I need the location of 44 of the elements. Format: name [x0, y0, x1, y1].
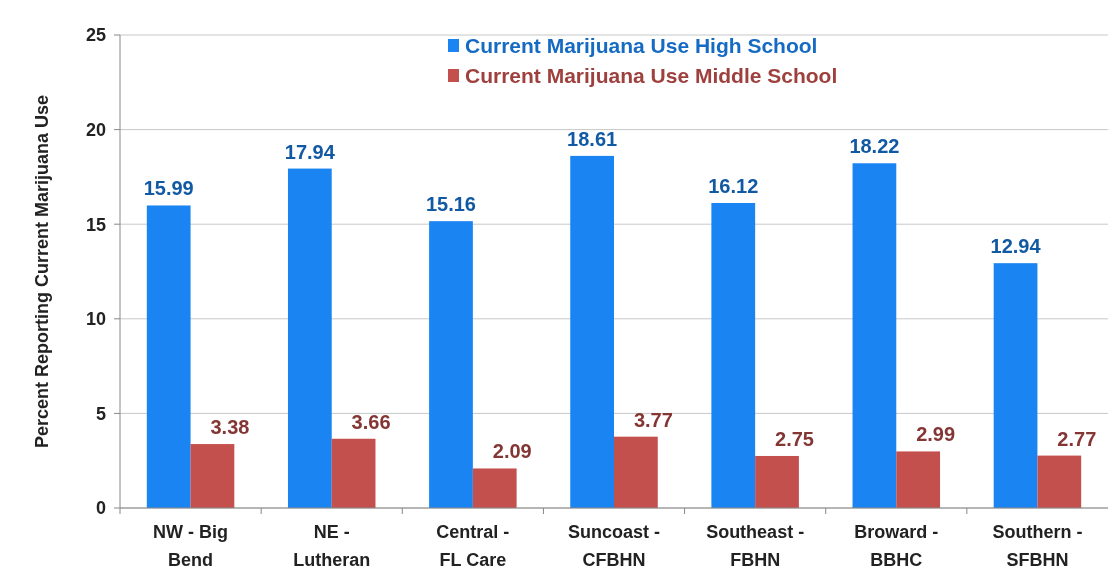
legend-label: Current Marijuana Use High School — [465, 34, 818, 58]
data-label: 15.99 — [143, 177, 194, 200]
y-tick-label: 5 — [95, 403, 106, 424]
bar — [287, 168, 332, 508]
legend-label: Current Marijuana Use Middle School — [465, 64, 838, 88]
data-label: 2.77 — [1057, 427, 1097, 450]
bar — [1037, 455, 1082, 508]
data-label: 16.12 — [708, 175, 759, 198]
bar — [146, 205, 191, 508]
x-tick-label: Southeast - FBHN — [706, 522, 805, 570]
bar — [755, 455, 799, 508]
bar — [472, 468, 517, 508]
bar — [331, 438, 376, 508]
y-tick-label: 15 — [85, 214, 106, 235]
data-label: 15.16 — [425, 193, 477, 216]
y-tick-label: 0 — [95, 498, 106, 519]
bar — [711, 203, 756, 508]
x-tick-label: Suncoast - CFBHN — [567, 522, 661, 570]
bar — [852, 163, 897, 508]
data-label: 12.94 — [990, 235, 1042, 258]
bar — [896, 451, 941, 508]
bar — [570, 155, 614, 508]
data-label: 3.66 — [351, 410, 391, 433]
bar — [614, 436, 658, 508]
x-tick-label: NW - Big Bend — [153, 522, 229, 570]
x-tick-label: Central - FL Care — [436, 522, 510, 570]
bar — [993, 263, 1038, 508]
x-tick-label: NE - Lutheran — [293, 522, 371, 570]
data-label: 2.75 — [775, 427, 814, 450]
data-label: 17.94 — [284, 140, 336, 163]
y-tick-label: 25 — [85, 25, 106, 46]
data-label: 2.99 — [916, 423, 956, 446]
data-label: 3.77 — [633, 408, 673, 431]
data-label: 18.22 — [849, 135, 900, 158]
x-tick-label: Southern - SFBHN — [992, 522, 1083, 570]
y-tick-label: 20 — [85, 119, 106, 140]
x-tick-label: Broward - BBHC — [854, 522, 939, 570]
data-label: 18.61 — [567, 127, 618, 150]
bar — [429, 221, 473, 508]
y-tick-label: 10 — [85, 309, 106, 330]
data-label: 3.38 — [210, 416, 250, 439]
y-axis-title: Percent Reporting Current Marijuana Use — [32, 94, 52, 449]
data-label: 2.09 — [492, 440, 532, 463]
bar — [190, 444, 235, 508]
